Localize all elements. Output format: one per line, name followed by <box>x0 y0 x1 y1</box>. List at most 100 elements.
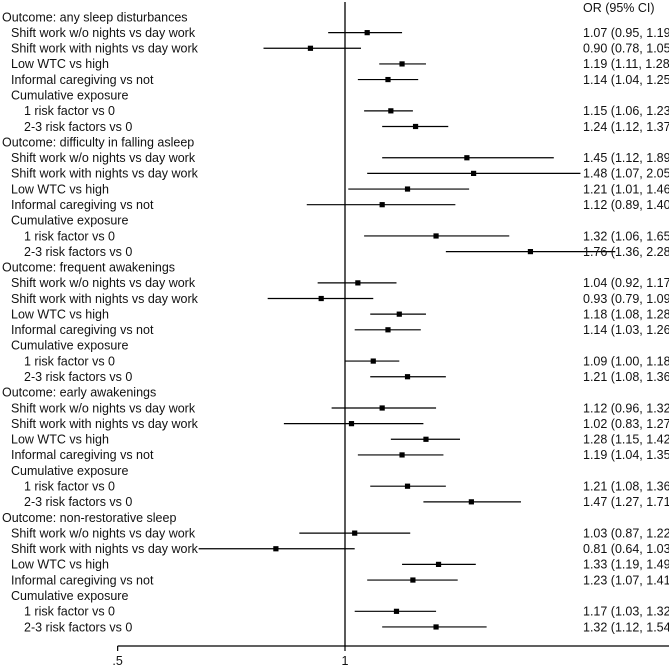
ci-column-header: OR (95% CI) <box>583 1 655 15</box>
row-label: Informal caregiving vs not <box>11 73 154 87</box>
point-estimate-marker <box>396 311 402 317</box>
point-estimate-marker <box>318 295 324 302</box>
ci-value: 0.90 (0.78, 1.05) <box>583 42 669 56</box>
point-estimate-marker <box>433 233 439 239</box>
point-estimate-marker <box>410 577 416 583</box>
ci-value: 1.09 (1.00, 1.18) <box>583 354 669 368</box>
point-estimate-marker <box>352 530 358 536</box>
ci-value: 1.21 (1.08, 1.36) <box>583 370 669 384</box>
ci-value: 1.32 (1.12, 1.54) <box>583 620 669 634</box>
row-label: 2-3 risk factors vs 0 <box>24 120 132 134</box>
point-estimate-marker <box>404 186 411 192</box>
forest-rows: Outcome: any sleep disturbances Shift wor… <box>2 10 669 634</box>
point-estimate-marker <box>273 546 279 552</box>
row-label: Shift work with nights vs day work <box>11 167 199 181</box>
row-label: Low WTC vs high <box>11 433 109 447</box>
ci-value: 1.03 (0.87, 1.22) <box>583 526 669 540</box>
point-estimate-marker <box>399 452 405 458</box>
point-estimate-marker <box>364 30 370 36</box>
ci-value: 1.18 (1.08, 1.28) <box>583 307 669 321</box>
point-estimate-marker <box>527 249 534 255</box>
x-tick-label: 1 <box>342 654 349 668</box>
ci-value: 1.14 (1.03, 1.26) <box>583 323 669 337</box>
row-label: 1 risk factor vs 0 <box>24 104 115 118</box>
point-estimate-marker <box>355 280 361 286</box>
ci-value: 0.93 (0.79, 1.09) <box>583 292 669 306</box>
row-label: 2-3 risk factors vs 0 <box>24 245 132 259</box>
group-heading: Cumulative exposure <box>11 589 128 603</box>
point-estimate-marker <box>468 499 474 505</box>
ci-value: 1.07 (0.95, 1.19) <box>583 26 669 40</box>
ci-value: 1.15 (1.06, 1.23) <box>583 104 669 118</box>
row-label: 2-3 risk factors vs 0 <box>24 495 132 509</box>
ci-value: 1.02 (0.83, 1.27) <box>583 417 669 431</box>
ci-value: 1.19 (1.11, 1.28) <box>583 57 669 71</box>
row-label: 1 risk factor vs 0 <box>24 354 115 368</box>
ci-value: 1.12 (0.89, 1.40) <box>583 198 669 212</box>
point-estimate-marker <box>433 624 439 630</box>
outcome-heading: Outcome: non-restorative sleep <box>2 511 176 525</box>
row-label: Shift work w/o nights vs day work <box>11 26 196 40</box>
point-estimate-marker <box>388 108 394 114</box>
point-estimate-marker <box>412 123 419 130</box>
ci-value: 1.17 (1.03, 1.32) <box>583 605 669 619</box>
ci-value: 1.21 (1.01, 1.46) <box>583 182 669 196</box>
row-label: Low WTC vs high <box>11 57 109 71</box>
row-label: Informal caregiving vs not <box>11 198 154 212</box>
point-estimate-marker <box>423 436 429 442</box>
row-label: 1 risk factor vs 0 <box>24 480 115 494</box>
row-label: Informal caregiving vs not <box>11 323 154 337</box>
ci-value: 1.48 (1.07, 2.05) <box>583 167 669 181</box>
point-estimate-marker <box>370 358 376 364</box>
row-label: Low WTC vs high <box>11 558 109 572</box>
ci-value: 1.19 (1.04, 1.35) <box>583 448 669 462</box>
ci-value: 1.76 (1.36, 2.28) <box>583 245 669 259</box>
group-heading: Cumulative exposure <box>11 464 128 478</box>
row-label: Shift work w/o nights vs day work <box>11 526 196 540</box>
row-label: 2-3 risk factors vs 0 <box>24 370 132 384</box>
ci-value: 1.47 (1.27, 1.71) <box>583 495 669 509</box>
row-label: Low WTC vs high <box>11 182 109 196</box>
row-label: Low WTC vs high <box>11 307 109 321</box>
row-label: 1 risk factor vs 0 <box>24 605 115 619</box>
point-estimate-marker <box>385 327 391 333</box>
ci-value: 1.24 (1.12, 1.37) <box>583 120 669 134</box>
point-estimate-marker <box>470 170 477 176</box>
row-label: Shift work with nights vs day work <box>11 542 199 556</box>
row-label: Shift work with nights vs day work <box>11 292 199 306</box>
row-label: Shift work w/o nights vs day work <box>11 151 196 165</box>
ci-value: 1.21 (1.08, 1.36) <box>583 480 669 494</box>
group-heading: Cumulative exposure <box>11 214 128 228</box>
x-tick-label: .5 <box>112 654 122 668</box>
point-estimate-marker <box>393 608 400 614</box>
ci-value: 1.45 (1.12, 1.89) <box>583 151 669 165</box>
outcome-heading: Outcome: any sleep disturbances <box>2 10 188 24</box>
point-estimate-marker <box>348 421 355 427</box>
row-label: Informal caregiving vs not <box>11 448 154 462</box>
point-estimate-marker <box>385 76 391 83</box>
point-estimate-marker <box>404 374 411 380</box>
point-estimate-marker <box>379 202 385 208</box>
row-label: Shift work with nights vs day work <box>11 42 199 56</box>
row-label: Shift work w/o nights vs day work <box>11 276 196 290</box>
outcome-heading: Outcome: frequent awakenings <box>2 261 175 275</box>
group-heading: Cumulative exposure <box>11 339 128 353</box>
point-estimate-marker <box>399 61 405 67</box>
point-estimate-marker <box>404 483 411 489</box>
point-estimate-marker <box>307 45 314 51</box>
row-label: Shift work w/o nights vs day work <box>11 401 196 415</box>
point-estimate-marker <box>379 405 385 411</box>
ci-value: 0.81 (0.64, 1.03) <box>583 542 669 556</box>
ci-value: 1.32 (1.06, 1.65) <box>583 229 669 243</box>
x-axis: .513 <box>112 645 669 668</box>
row-label: Shift work with nights vs day work <box>11 417 199 431</box>
outcome-heading: Outcome: difficulty in falling asleep <box>2 135 194 149</box>
row-label: 1 risk factor vs 0 <box>24 229 115 243</box>
ci-value: 1.28 (1.15, 1.42) <box>583 433 669 447</box>
ci-value: 1.14 (1.04, 1.25) <box>583 73 669 87</box>
ci-value: 1.12 (0.96, 1.32) <box>583 401 669 415</box>
point-estimate-marker <box>464 155 470 161</box>
outcome-heading: Outcome: early awakenings <box>2 386 156 400</box>
group-heading: Cumulative exposure <box>11 89 128 103</box>
